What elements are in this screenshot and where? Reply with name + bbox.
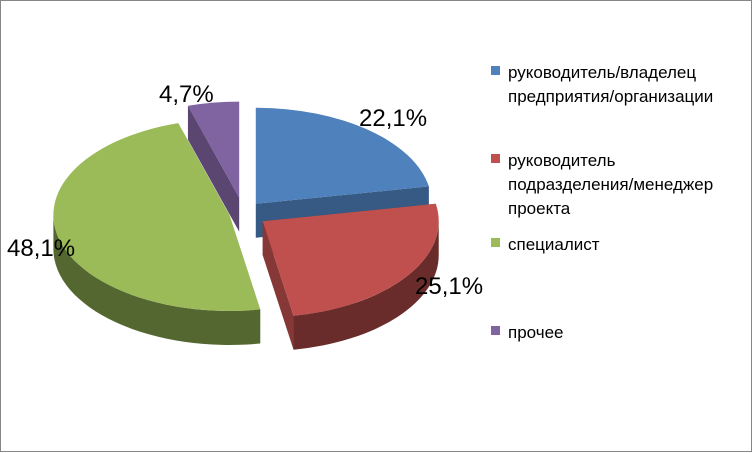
slice-rim-2 bbox=[293, 221, 439, 350]
legend-swatch-purple bbox=[491, 326, 500, 335]
legend-item: руководитель подразделения/менеджер прое… bbox=[491, 149, 752, 221]
label-slice-1: 22,1% bbox=[359, 105, 428, 132]
legend-swatch-red bbox=[491, 154, 500, 163]
pie-slice-1 bbox=[255, 107, 429, 204]
legend-label: специалист bbox=[508, 235, 600, 254]
slice-side-wall-2 bbox=[262, 221, 294, 350]
label-slice-2: 25,1% bbox=[415, 273, 484, 300]
label-slice-4: 4,7% bbox=[159, 81, 214, 108]
pie-slice-4 bbox=[187, 101, 240, 198]
legend-swatch-green bbox=[491, 238, 500, 247]
pie-slice-2 bbox=[262, 203, 439, 316]
legend-item: специалист bbox=[491, 233, 752, 257]
legend-item: руководитель/владелец предприятия/органи… bbox=[491, 61, 752, 109]
legend-label: руководитель/владелец предприятия/органи… bbox=[508, 63, 714, 106]
legend-label: руководитель подразделения/менеджер прое… bbox=[508, 151, 714, 218]
slice-side-wall-4 bbox=[187, 105, 240, 232]
legend-item: прочее bbox=[491, 321, 752, 345]
label-slice-3: 48,1% bbox=[7, 235, 76, 262]
pie-slice-3 bbox=[53, 123, 261, 311]
legend-swatch-blue bbox=[491, 66, 500, 75]
slice-rim-3 bbox=[53, 214, 261, 345]
legend-label: прочее bbox=[508, 323, 564, 342]
